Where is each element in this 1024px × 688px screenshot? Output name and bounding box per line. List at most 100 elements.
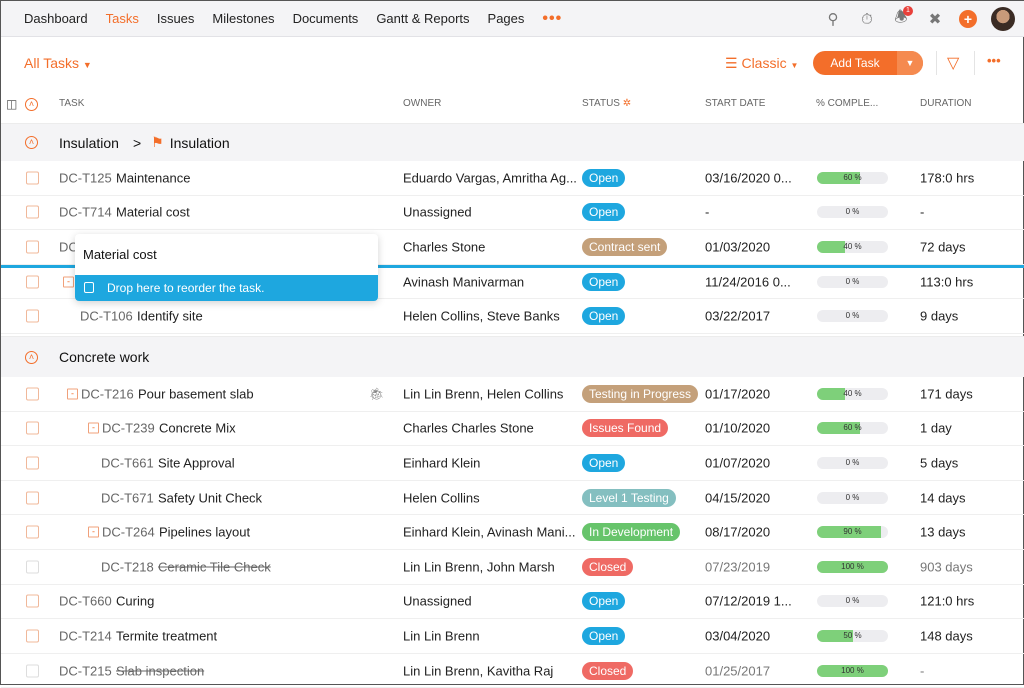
table-row[interactable]: DC-T215 Slab inspection Lin Lin Brenn, Kav… — [1, 654, 1024, 688]
task-checkbox[interactable] — [26, 629, 39, 643]
table-row[interactable]: DC-T660 Curing Unassigned Open 07/12/2019 1.… — [1, 585, 1024, 620]
table-row[interactable]: DC-T714 Material cost Unassigned Open - 0 % - — [1, 196, 1024, 231]
nav-more-button[interactable]: ••• — [542, 9, 563, 27]
task-checkbox[interactable] — [26, 491, 39, 505]
status-badge[interactable]: Closed — [582, 557, 634, 576]
column-header-status[interactable]: STATUS ✲ — [582, 98, 631, 109]
bell-icon[interactable]: 🕭 1 — [891, 6, 913, 29]
status-badge[interactable]: Open — [582, 453, 626, 472]
task-name[interactable]: Concrete Mix — [159, 420, 236, 436]
status-badge[interactable]: Open — [582, 592, 626, 611]
column-header-task[interactable]: TASK — [59, 98, 85, 109]
collapse-group-icon[interactable]: ˄ — [25, 350, 38, 364]
column-header-duration[interactable]: DURATION — [920, 98, 972, 109]
table-row[interactable]: DC-T214 Termite treatment Lin Lin Brenn Ope… — [1, 619, 1024, 654]
add-task-dropdown-icon[interactable]: ▼ — [897, 51, 923, 75]
task-owner[interactable]: Lin Lin Brenn, Helen Collins — [403, 386, 564, 402]
task-owner[interactable]: Helen Collins — [403, 490, 480, 506]
column-settings-icon[interactable]: ◫ — [6, 97, 18, 111]
task-name[interactable]: Safety Unit Check — [158, 490, 263, 506]
task-owner[interactable]: Avinash Manivarman — [403, 274, 525, 290]
tools-icon[interactable]: ✖ — [928, 11, 942, 28]
nav-tasks[interactable]: Tasks — [105, 11, 139, 26]
task-owner[interactable]: Einhard Klein — [403, 455, 481, 471]
nav-issues[interactable]: Issues — [156, 11, 195, 26]
table-row[interactable]: - Avinash Manivarman Open 11/24/2016 0... 0 … — [1, 265, 1024, 300]
column-header-completion[interactable]: % COMPLE... — [816, 98, 879, 109]
table-row[interactable]: - DC-T239 Concrete Mix Charles Charles Ston… — [1, 412, 1024, 447]
task-name[interactable]: Site Approval — [158, 455, 235, 471]
all-tasks-dropdown[interactable]: All Tasks ▼ — [24, 55, 92, 71]
task-owner[interactable]: Einhard Klein, Avinash Mani... — [403, 524, 576, 540]
nav-documents[interactable]: Documents — [292, 11, 359, 26]
more-options-button[interactable]: ••• — [987, 53, 1001, 68]
filter-icon[interactable]: ▽ — [947, 55, 960, 72]
task-name[interactable]: Termite treatment — [116, 628, 218, 644]
nav-gantt-reports[interactable]: Gantt & Reports — [376, 11, 470, 26]
task-checkbox[interactable] — [26, 240, 39, 254]
table-row[interactable]: DC-T125 Maintenance Eduardo Vargas, Amrith… — [1, 161, 1024, 196]
column-header-start-date[interactable]: START DATE — [705, 98, 766, 109]
task-name[interactable]: Identify site — [137, 308, 203, 324]
task-owner[interactable]: Eduardo Vargas, Amritha Ag... — [403, 170, 577, 186]
status-badge[interactable]: Open — [582, 203, 626, 222]
task-checkbox[interactable] — [26, 525, 39, 539]
task-name[interactable]: Material cost — [116, 204, 190, 220]
nav-milestones[interactable]: Milestones — [212, 11, 275, 26]
bug-icon[interactable]: 🐞︎ — [369, 386, 385, 401]
table-row[interactable]: DC-T661 Site Approval Einhard Klein Open 01/… — [1, 446, 1024, 481]
task-checkbox[interactable] — [26, 309, 39, 323]
expand-subtasks-icon[interactable]: - — [63, 276, 74, 288]
task-owner[interactable]: Charles Stone — [403, 239, 486, 255]
quick-add-icon[interactable]: + — [959, 10, 977, 28]
view-dropdown[interactable]: ☰ Classic ▼ — [725, 55, 798, 72]
task-name[interactable]: Pipelines layout — [159, 524, 251, 540]
expand-subtasks-icon[interactable]: - — [88, 422, 99, 434]
task-owner[interactable]: Helen Collins, Steve Banks — [403, 308, 560, 324]
avatar[interactable] — [991, 7, 1015, 31]
search-icon[interactable]: ⚲ — [827, 11, 839, 28]
task-checkbox[interactable] — [26, 387, 39, 401]
expand-subtasks-icon[interactable]: - — [88, 526, 99, 538]
table-row[interactable]: DC-T671 Safety Unit Check Helen Collins Lev… — [1, 481, 1024, 516]
status-badge[interactable]: Open — [582, 307, 626, 326]
task-checkbox[interactable] — [26, 205, 39, 219]
nav-pages[interactable]: Pages — [487, 11, 525, 26]
status-badge[interactable]: Open — [582, 272, 626, 291]
task-checkbox[interactable] — [26, 456, 39, 470]
task-owner[interactable]: Lin Lin Brenn — [403, 628, 480, 644]
status-badge[interactable]: Testing in Progress — [582, 384, 699, 403]
task-owner[interactable]: Lin Lin Brenn, Kavitha Raj — [403, 663, 554, 679]
add-task-label[interactable]: Add Task — [830, 56, 880, 70]
task-owner[interactable]: Unassigned — [403, 204, 472, 220]
task-checkbox[interactable] — [26, 594, 39, 608]
table-row[interactable]: DC-T218 Ceramic Tile Check Lin Lin Brenn, … — [1, 550, 1024, 585]
task-name[interactable]: Pour basement slab — [138, 386, 254, 402]
status-badge[interactable]: Issues Found — [582, 419, 669, 438]
column-header-owner[interactable]: OWNER — [403, 98, 442, 109]
task-owner[interactable]: Charles Charles Stone — [403, 420, 534, 436]
table-row[interactable]: - DC-T264 Pipelines layout Einhard Klein, A… — [1, 515, 1024, 550]
table-row[interactable]: - DC-T216 Pour basement slab 🐞︎ Lin Lin Bren… — [1, 377, 1024, 412]
add-task-button[interactable]: Add Task ▼ — [813, 51, 923, 75]
task-checkbox[interactable] — [26, 275, 39, 289]
task-name[interactable]: Ceramic Tile Check — [158, 559, 271, 575]
task-checkbox[interactable] — [26, 560, 39, 574]
status-badge[interactable]: Closed — [582, 661, 634, 680]
timer-icon[interactable]: ⏱ — [861, 10, 873, 28]
nav-dashboard[interactable]: Dashboard — [24, 11, 88, 26]
status-badge[interactable]: Open — [582, 168, 626, 187]
status-badge[interactable]: Open — [582, 626, 626, 645]
collapse-group-icon[interactable]: ˄ — [25, 136, 38, 149]
task-checkbox[interactable] — [26, 171, 39, 185]
status-badge[interactable]: Level 1 Testing — [582, 488, 676, 507]
table-row[interactable]: DC-T106 Identify site Helen Collins, Steve… — [1, 299, 1024, 334]
task-name[interactable]: Curing — [116, 593, 155, 609]
milestone-name[interactable]: Insulation — [169, 134, 230, 151]
group-header[interactable]: ˄ Concrete work — [1, 336, 1024, 377]
task-checkbox[interactable] — [26, 664, 39, 678]
task-checkbox[interactable] — [26, 421, 39, 435]
task-owner[interactable]: Unassigned — [403, 593, 472, 609]
expand-subtasks-icon[interactable]: - — [67, 388, 78, 400]
settings-icon[interactable]: ✲ — [622, 98, 632, 109]
